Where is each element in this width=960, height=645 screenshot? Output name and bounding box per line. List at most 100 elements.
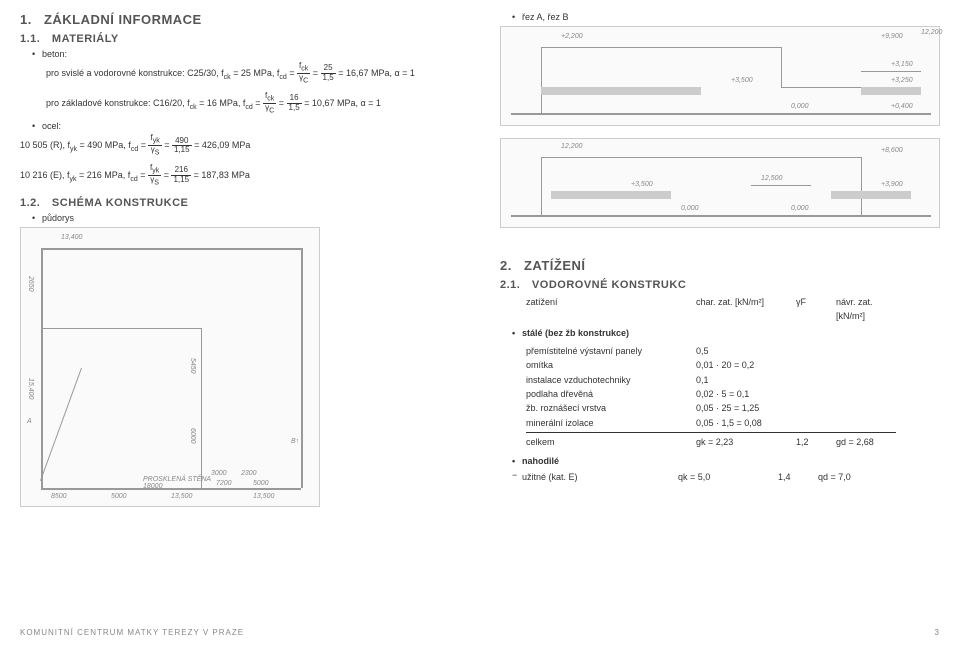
table-row: omítka0,01 · 20 = 0,2: [526, 358, 940, 372]
celkem-row: celkem gk = 2,23 1,2 gd = 2,68: [526, 435, 940, 449]
dim-e2-2: +3,500: [631, 181, 653, 188]
section-2-num: 2.: [500, 258, 512, 273]
r2c1: instalace vzduchotechniky: [526, 373, 696, 387]
rez-label: řez A, řez B: [522, 12, 569, 22]
f3-fb1s: S: [155, 150, 160, 157]
section-12-title: SCHÉMA KONSTRUKCE: [52, 197, 188, 209]
stale-bullet: stálé (bez žb konstrukce): [512, 328, 940, 338]
f2-frac1: fckγC: [263, 92, 276, 116]
f2-pre: pro základové konstrukce: C16/20, f: [46, 98, 190, 108]
hdr-c1: zatížení: [526, 295, 696, 324]
celkem-c2: gk = 2,23: [696, 435, 796, 449]
f3-frac2: 4901,15: [172, 137, 192, 156]
f4-pre: 10 216 (E), f: [20, 170, 70, 180]
plan-sketch: 13,400 8500 5000 13,500 3000 2300 7200 5…: [20, 227, 320, 507]
section-11-num: 1.1.: [20, 33, 40, 45]
section-21-num: 2.1.: [500, 279, 520, 291]
f2-cd: cd: [245, 104, 252, 111]
f1-pre: pro svislé a vodorovné konstrukce: C25/3…: [46, 68, 224, 78]
stale-label: stálé (bez žb konstrukce): [522, 328, 629, 338]
dim-e1-2: 12,200: [921, 29, 942, 36]
elevation-b-sketch: 12,200 +8,600 +3,500 12,500 +3,900 0,000…: [500, 138, 940, 228]
dim-e1-6: 0,000: [791, 103, 809, 110]
r5c2: 0,05 · 1,5 = 0,08: [696, 416, 796, 430]
uzitne-c1: užitné (kat. E): [522, 470, 678, 484]
dim-e2-0: 12,200: [561, 143, 582, 150]
dim-e2-6: 0,000: [791, 205, 809, 212]
ocel-label: ocel:: [42, 121, 61, 131]
dim-e1-0: +2,200: [561, 33, 583, 40]
f2-eq: = 16 MPa, f: [197, 98, 246, 108]
dim-e1-3: +3,150: [891, 61, 913, 68]
f4-fb2: 1,15: [171, 176, 191, 185]
rez-bullet: řez A, řez B: [512, 12, 940, 22]
f1-fb2: 1,5: [321, 74, 336, 83]
section-21-title: VODOROVNÉ KONSTRUKC: [532, 279, 686, 291]
f3-fb2: 1,15: [172, 146, 192, 155]
f4-yk: yk: [70, 176, 77, 183]
uzitne-c3: 1,4: [778, 470, 818, 484]
f2-fb2: 1,5: [287, 104, 302, 113]
f1-ck: ck: [224, 74, 231, 81]
load-table: přemístitelné výstavní panely0,5 omítka0…: [526, 344, 940, 430]
formula-1: pro svislé a vodorovné konstrukce: C25/3…: [46, 62, 480, 86]
formula-3: 10 505 (R), fyk = 490 MPa, fcd = fykγS =…: [20, 134, 480, 158]
table-row: minerální izolace0,05 · 1,5 = 0,08: [526, 416, 940, 430]
section-1-title: ZÁKLADNÍ INFORMACE: [44, 12, 202, 27]
f2-frac2: 161,5: [287, 94, 302, 113]
pudorys-bullet: půdorys: [32, 213, 480, 223]
dim-e1-1: +9,900: [881, 33, 903, 40]
celkem-c4: gd = 2,68: [836, 435, 896, 449]
dim-e1-5: +3,250: [891, 77, 913, 84]
table-row: podlaha dřevěná0,02 · 5 = 0,1: [526, 387, 940, 401]
r3c2: 0,02 · 5 = 0,1: [696, 387, 796, 401]
celkem-c1: celkem: [526, 435, 696, 449]
f3-ft1s: yk: [153, 138, 160, 145]
r4c2: 0,05 · 25 = 1,25: [696, 401, 796, 415]
formula-4: 10 216 (E), fyk = 216 MPa, fcd = fykγS =…: [20, 164, 480, 188]
elevation-a-sketch: +2,200 +9,900 12,200 +3,150 +3,500 +3,25…: [500, 26, 940, 126]
r3c1: podlaha dřevěná: [526, 387, 696, 401]
f1-frac1: fckγC: [297, 62, 310, 86]
f1-res: = 16,67 MPa, α = 1: [338, 68, 415, 78]
section-2-title: ZATÍŽENÍ: [524, 258, 586, 273]
f1-ft1s: ck: [301, 66, 308, 73]
f4-frac2: 2161,15: [171, 166, 191, 185]
hdr-c3: γF: [796, 295, 836, 324]
table-row: instalace vzduchotechniky0,1: [526, 373, 940, 387]
f4-frac1: fykγS: [148, 164, 161, 188]
f2-res: = 10,67 MPa, α = 1: [304, 98, 381, 108]
f1-frac2: 251,5: [321, 64, 336, 83]
f1-cd: cd: [279, 74, 286, 81]
hdr-c2: char. zat. [kN/m²]: [696, 295, 796, 324]
page-footer: KOMUNITNÍ CENTRUM MATKY TEREZY V PRAZE 3: [20, 628, 940, 637]
section-11-title: MATERIÁLY: [52, 33, 119, 45]
f3-yk: yk: [70, 146, 77, 153]
dim-e1-4: +3,500: [731, 77, 753, 84]
f3-cd: cd: [131, 146, 138, 153]
r2c2: 0,1: [696, 373, 796, 387]
f4-fb1s: S: [154, 180, 159, 187]
uzitne-row-wrap: − užitné (kat. E) qk = 5,0 1,4 qd = 7,0: [512, 470, 940, 484]
divider: [526, 432, 896, 433]
dim-e2-4: +3,900: [881, 181, 903, 188]
r4c1: žb. roznášecí vrstva: [526, 401, 696, 415]
left-column: 1. ZÁKLADNÍ INFORMACE 1.1. MATERIÁLY bet…: [20, 12, 480, 507]
pudorys-label: půdorys: [42, 213, 74, 223]
right-column: řez A, řez B +2,200 +9,900 12,200 +3,150…: [500, 12, 940, 507]
f4-ft1s: yk: [152, 167, 159, 174]
beton-label: beton:: [42, 49, 67, 59]
section-2-heading: 2. ZATÍŽENÍ: [500, 258, 940, 273]
f2-fb1s: C: [269, 107, 274, 114]
f2-ck: ck: [190, 104, 197, 111]
celkem-c3: 1,2: [796, 435, 836, 449]
r5c1: minerální izolace: [526, 416, 696, 430]
f4-cd: cd: [130, 176, 137, 183]
table-row: přemístitelné výstavní panely0,5: [526, 344, 940, 358]
r1c1: omítka: [526, 358, 696, 372]
section-1-num: 1.: [20, 12, 32, 27]
r0c1: přemístitelné výstavní panely: [526, 344, 696, 358]
dim-e2-1: +8,600: [881, 147, 903, 154]
section-12-heading: 1.2. SCHÉMA KONSTRUKCE: [20, 197, 480, 209]
hdr-c4: návr. zat. [kN/m²]: [836, 295, 896, 324]
